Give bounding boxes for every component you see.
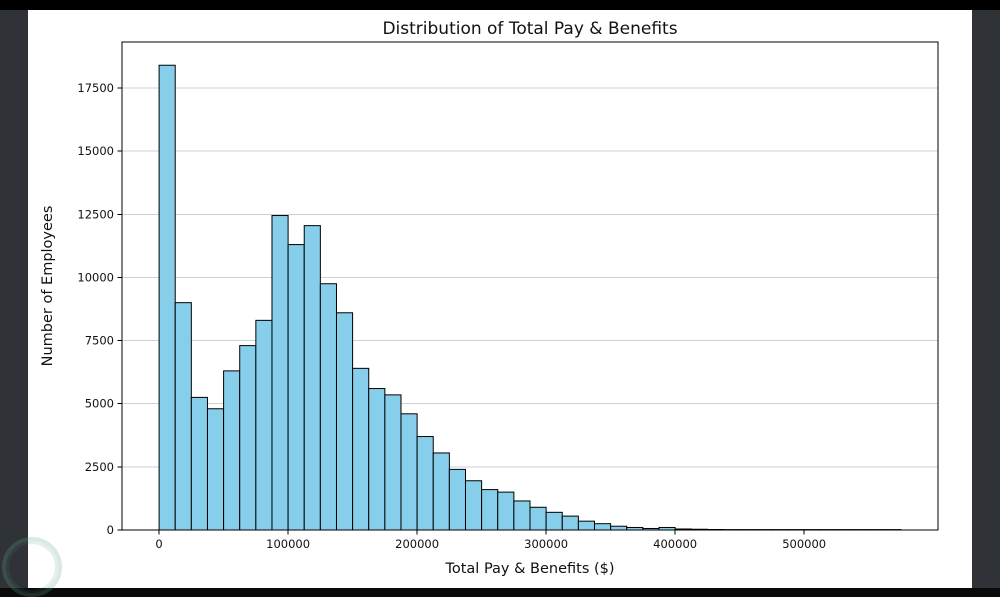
histogram-bar (577, 520, 596, 531)
histogram-bar (513, 500, 531, 531)
watermark-logo (2, 537, 62, 597)
plot-area: 0 100000 200000 300000 400000 500000 0 2500 5000… (77, 41, 939, 551)
y-tick-label: 12500 (77, 207, 114, 221)
axes-spines (121, 41, 939, 531)
chart-figure: Distribution of Total Pay & Benefits 0 10… (28, 10, 972, 588)
histogram-bar (464, 480, 483, 531)
x-tick-label: 200000 (395, 537, 439, 551)
y-tick-label: 10000 (77, 270, 114, 284)
chart-title: Distribution of Total Pay & Benefits (382, 19, 678, 39)
histogram-bar (432, 452, 450, 531)
histogram-bar (610, 525, 628, 531)
y-tick-label: 5000 (85, 397, 114, 411)
histogram-bar (497, 491, 515, 531)
histogram-bar (384, 394, 402, 531)
histogram-bar (529, 506, 547, 531)
histogram-bar (206, 408, 225, 531)
x-tick-label: 400000 (653, 537, 697, 551)
y-tick-label: 0 (107, 523, 114, 537)
histogram-bar (335, 312, 354, 531)
histogram-bar (271, 215, 289, 531)
x-tick-label: 500000 (782, 537, 826, 551)
top-letterbox (0, 0, 1000, 10)
histogram-bar (561, 515, 579, 531)
histogram-bar (223, 370, 241, 531)
y-tick-label: 15000 (77, 144, 114, 158)
x-tick-labels: 0 100000 200000 300000 400000 500000 (155, 530, 826, 551)
y-axis-label: Number of Employees (40, 205, 56, 367)
x-tick-label: 0 (155, 537, 162, 551)
x-tick-label: 100000 (266, 537, 310, 551)
y-tick-label: 2500 (85, 460, 114, 474)
y-tick-label: 17500 (77, 81, 114, 95)
histogram-bar (255, 319, 273, 531)
x-tick-label: 300000 (524, 537, 568, 551)
histogram-bar (158, 64, 176, 531)
histogram-bar (448, 468, 466, 531)
histogram-bar (545, 511, 563, 531)
histogram-bar (368, 388, 386, 531)
histogram-bar (319, 283, 337, 531)
histogram-bar (303, 225, 321, 531)
histogram-bar (352, 367, 370, 531)
histogram-bar (287, 244, 305, 531)
histogram-bar (481, 489, 499, 531)
y-tick-labels: 0 2500 5000 7500 10000 12500 15000 17500 (77, 81, 122, 537)
histogram-bar (416, 436, 434, 531)
histogram-bar (400, 413, 418, 531)
y-tick-label: 7500 (85, 334, 114, 348)
histogram-bar (594, 523, 612, 531)
histogram-bar (190, 396, 208, 531)
histogram-bar (174, 302, 192, 531)
histogram-bars (158, 64, 902, 531)
x-axis-label: Total Pay & Benefits ($) (445, 561, 615, 577)
bottom-letterbox (0, 588, 1000, 597)
histogram-bar (239, 345, 257, 531)
